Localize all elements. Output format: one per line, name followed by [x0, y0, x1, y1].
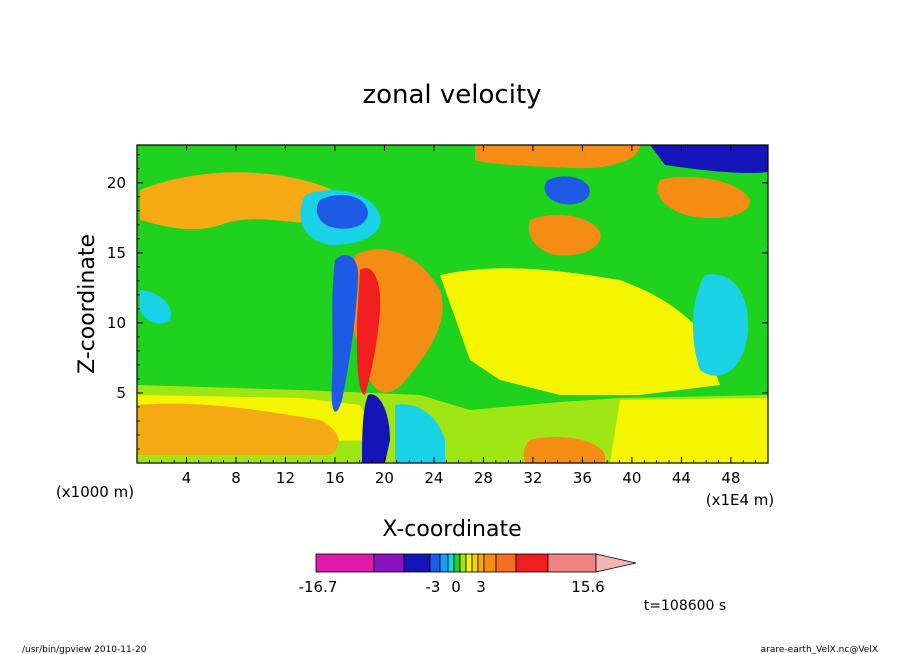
x-tick-label: 48	[721, 469, 740, 487]
colorbar-segment	[547, 553, 597, 573]
colorbar-mid-label: 0	[451, 578, 461, 596]
colorbar-max-label: 15.6	[571, 578, 604, 596]
y-tick-label: 10	[107, 314, 126, 332]
colorbar-segment	[439, 553, 449, 573]
field-blue-right-mid	[544, 176, 590, 205]
x-tick-label: 24	[424, 469, 443, 487]
colorbar	[315, 553, 637, 573]
field-orange-right-1	[528, 214, 601, 256]
field-red-jet-core	[356, 268, 381, 395]
x-tick-label: 44	[672, 469, 691, 487]
colorbar-segment	[515, 553, 549, 573]
colorbar-segment	[429, 553, 441, 573]
y-tick-label: 5	[116, 384, 126, 402]
colorbar-mid-label: -3	[426, 578, 441, 596]
chart-title: zonal velocity	[362, 80, 541, 110]
colorbar-segment	[483, 553, 497, 573]
field-orange-right-2	[657, 176, 751, 219]
y-axis-title: Z-coordinate	[75, 234, 100, 374]
x-tick-label: 36	[573, 469, 592, 487]
colorbar-arrow	[595, 553, 637, 573]
field-blue-top-right	[650, 145, 768, 173]
field-blue-jet	[331, 255, 359, 412]
x-axis-title: X-coordinate	[382, 517, 521, 542]
colorbar-mid-label: 3	[476, 578, 486, 596]
y-axis-ticks: 5 10 15 20	[107, 154, 768, 450]
y-tick-label: 20	[107, 174, 126, 192]
field-blue-jet-lower	[362, 394, 390, 463]
field-yellow-right	[440, 268, 720, 395]
field-orange-lower-mid	[523, 436, 605, 463]
x-tick-label: 20	[375, 469, 394, 487]
plot-area	[137, 145, 768, 463]
x-tick-label: 12	[276, 469, 295, 487]
field-cyan-left	[140, 290, 171, 324]
footer-left: /usr/bin/gpview 2010-11-20	[22, 645, 147, 654]
time-label: t=108600 s	[644, 598, 726, 614]
x-tick-label: 28	[474, 469, 493, 487]
colorbar-segment	[447, 553, 455, 573]
y-tick-label: 15	[107, 244, 126, 262]
colorbar-segment	[315, 553, 375, 573]
colorbar-segment	[403, 553, 431, 573]
x-tick-label: 8	[231, 469, 241, 487]
x-tick-label: 16	[325, 469, 344, 487]
field-cyan-lower	[395, 404, 445, 463]
field-orange-top-center	[475, 145, 640, 169]
field-orange-lower-band	[137, 403, 339, 455]
field-orange-upper-left	[140, 172, 351, 230]
field-yellow-lower-right	[610, 398, 768, 463]
x-axis-ticks: 4 8 12 16 20 24 28 32 36 40 44 48	[148, 145, 757, 487]
footer-right: arare-earth_VelX.nc@VelX	[761, 645, 878, 654]
x-unit-right: (x1E4 m)	[706, 491, 775, 509]
colorbar-segment	[471, 553, 479, 573]
field-cyan-right	[693, 274, 749, 376]
x-tick-label: 4	[182, 469, 192, 487]
field-blue-upper	[316, 194, 368, 229]
colorbar-segment	[465, 553, 473, 573]
colorbar-segment	[459, 553, 467, 573]
colorbar-segment	[453, 553, 461, 573]
colorbar-segment	[495, 553, 517, 573]
x-unit-left: (x1000 m)	[56, 483, 134, 501]
colorbar-segment	[477, 553, 485, 573]
colorbar-segment	[373, 553, 405, 573]
plot-frame	[136, 144, 769, 464]
colorbar-min-label: -16.7	[299, 578, 338, 596]
x-tick-label: 32	[523, 469, 542, 487]
x-tick-label: 40	[622, 469, 641, 487]
